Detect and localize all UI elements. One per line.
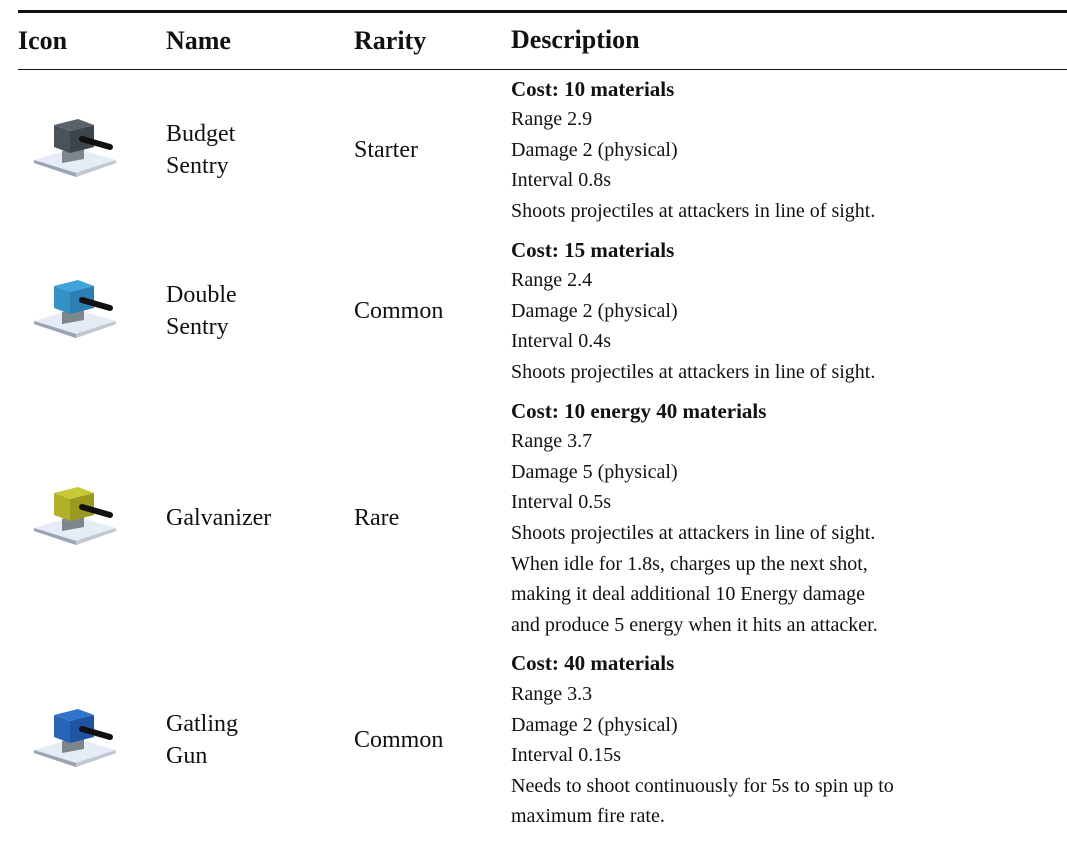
cost-line: Cost: 10 energy 40 materials — [511, 398, 767, 423]
table-row: Budget Sentry Starter Cost: 10 materials Ran… — [18, 70, 1067, 231]
table-row: Gatling Gun Common Cost: 40 materials Range … — [18, 644, 1067, 836]
name-line: Double — [166, 282, 237, 309]
header-cell: Icon — [18, 25, 68, 55]
description-line: Damage 5 (physical) — [511, 460, 678, 483]
description-cell: Cost: 10 energy 40 materials Range 3.7 Dam… — [511, 396, 1067, 641]
description-line: Interval 0.4s — [511, 330, 611, 353]
description-line: Damage 2 (physical) — [511, 713, 678, 736]
turret-icon — [34, 118, 116, 177]
description-line: maximum fire rate. — [511, 805, 665, 828]
name-line: Sentry — [166, 153, 229, 180]
icon-cell — [18, 113, 166, 188]
description-cell: Cost: 40 materials Range 3.3 Damage 2 (phy… — [511, 648, 1067, 832]
header-row: Icon Name Rarity Description — [18, 13, 1067, 69]
name-line: Sentry — [166, 314, 229, 341]
rarity-cell: Common — [354, 726, 444, 753]
description-line: and produce 5 energy when it hits an att… — [511, 613, 878, 636]
description-line: Shoots projectiles at attackers in line … — [511, 361, 876, 384]
description-cell: Cost: 10 materials Range 2.9 Damage 2 (phy… — [511, 74, 1067, 227]
name-line: Gun — [166, 743, 208, 770]
rarity-cell: Rare — [354, 504, 400, 531]
table-row: Galvanizer Rare Cost: 10 energy 40 materia… — [18, 392, 1067, 645]
name-line: Gatling — [166, 711, 238, 738]
icon-cell — [18, 274, 166, 349]
cost-line: Cost: 15 materials — [511, 237, 675, 262]
table: Icon Name Rarity Description Budget Sentr… — [18, 10, 1067, 836]
turret-icon — [34, 486, 116, 545]
table-row: Double Sentry Common Cost: 15 materials Rang… — [18, 231, 1067, 392]
top-rule — [18, 10, 1067, 13]
description-line: When idle for 1.8s, charges up the next … — [511, 552, 868, 575]
rarity-cell: Common — [354, 297, 444, 324]
description-line: Interval 0.5s — [511, 491, 611, 514]
description-line: Shoots projectiles at attackers in line … — [511, 522, 876, 544]
name-cell: Budget Sentry — [166, 118, 354, 182]
rarity-cell: Starter — [354, 136, 418, 163]
name-line: Budget — [166, 121, 236, 148]
turret-icon — [34, 708, 116, 767]
name-cell: Gatling Gun — [166, 708, 354, 772]
description-cell: Cost: 15 materials Range 2.4 Damage 2 (phy… — [511, 235, 1067, 388]
name-cell: Double Sentry — [166, 279, 354, 343]
icon-cell — [18, 703, 166, 778]
description-line: Damage 2 (physical) — [511, 299, 678, 322]
header-rule — [18, 68, 1067, 70]
description-line: Needs to shoot continuously for 5s to sp… — [511, 774, 894, 797]
name-line: Galvanizer — [166, 505, 272, 531]
icon-cell — [18, 481, 166, 556]
cost-line: Cost: 10 materials — [511, 76, 675, 101]
description-line: Interval 0.15s — [511, 744, 621, 767]
description-line: Range 2.4 — [511, 269, 593, 292]
description-line: Interval 0.8s — [511, 169, 611, 192]
description-line: Range 3.3 — [511, 682, 593, 705]
description-line: Shoots projectiles at attackers in line … — [511, 200, 876, 223]
description-line: Damage 2 (physical) — [511, 138, 678, 161]
table-body: Budget Sentry Starter Cost: 10 materials Ran… — [18, 70, 1067, 836]
header-cell: Rarity — [354, 25, 427, 55]
description-line: Range 2.9 — [511, 108, 593, 131]
description-line: making it deal additional 10 Energy dama… — [511, 583, 865, 606]
header-cell: Description — [511, 25, 640, 55]
turret-icon — [34, 279, 116, 338]
name-cell: Galvanizer — [166, 502, 354, 534]
cost-line: Cost: 40 materials — [511, 651, 675, 676]
description-line: Range 3.7 — [511, 430, 593, 453]
header-cell: Name — [166, 25, 231, 55]
